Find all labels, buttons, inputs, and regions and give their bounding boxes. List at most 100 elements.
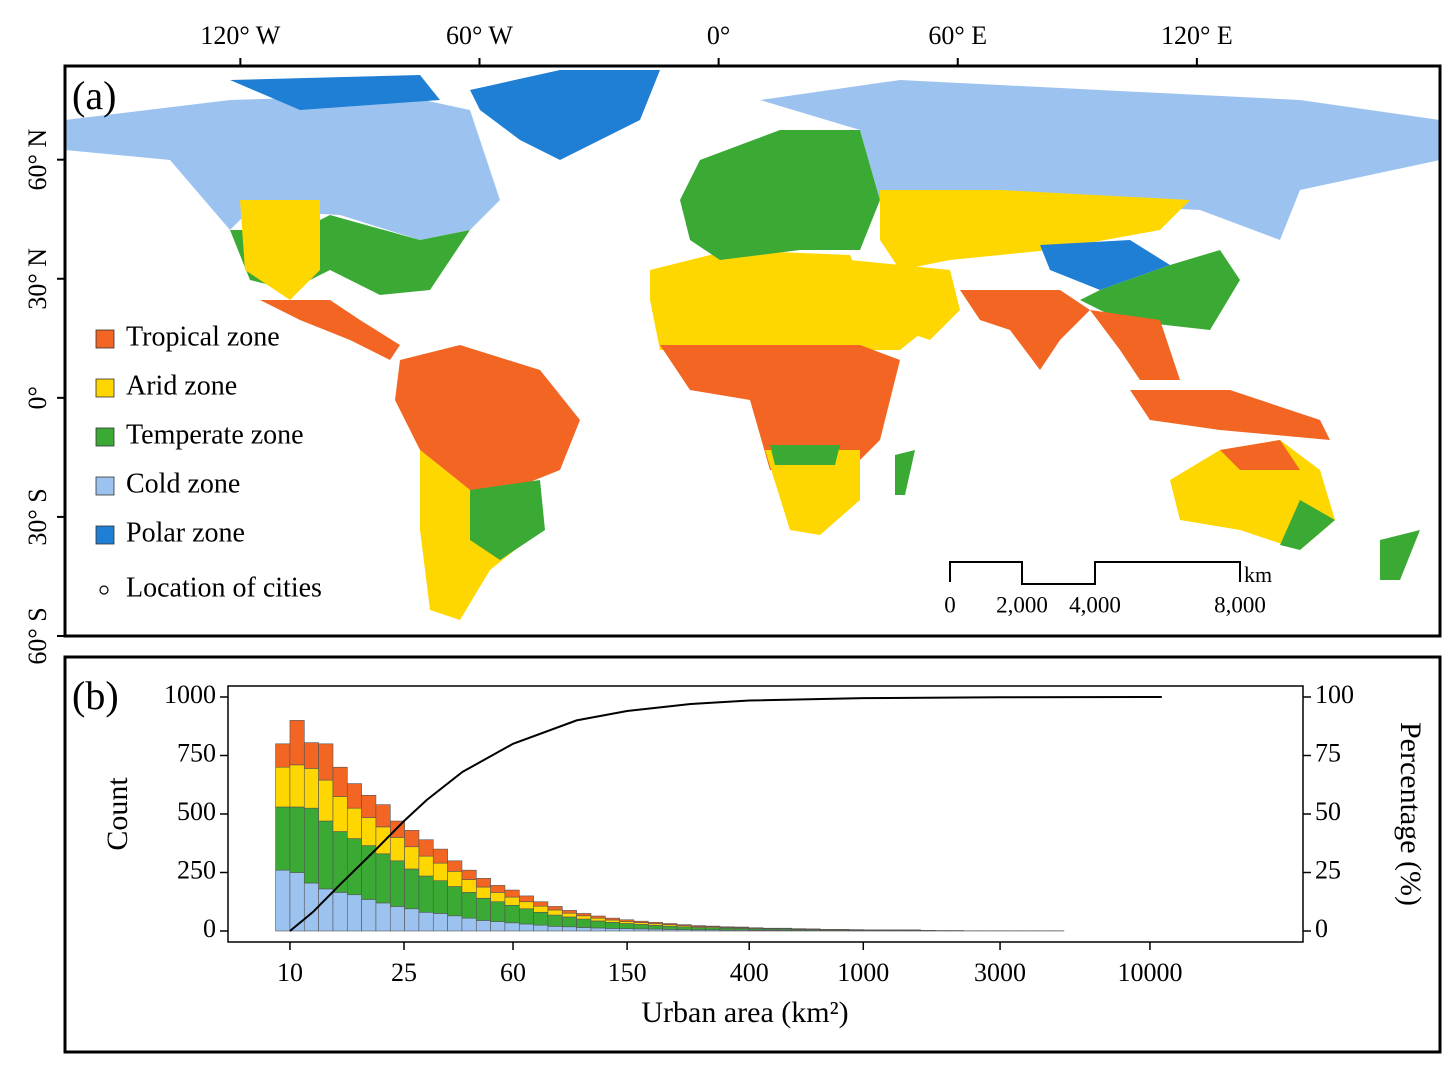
bar-segment	[318, 743, 334, 781]
scale-bar	[949, 561, 1241, 585]
land-polar	[230, 75, 440, 110]
bar-segment	[662, 925, 678, 930]
bar-segment	[303, 742, 319, 769]
bar-segment	[676, 924, 692, 926]
bar-segment	[547, 926, 563, 932]
bar-segment	[662, 923, 678, 925]
bar-segment	[490, 892, 506, 903]
bar-segment	[432, 848, 448, 864]
y-tick-label: 750	[177, 738, 216, 767]
bar-segment	[332, 796, 348, 832]
bar-segment	[619, 919, 635, 922]
bar-segment	[504, 896, 520, 906]
map-x-tick-label: 120° W	[200, 21, 280, 50]
x-tick-label: 1000	[837, 958, 889, 987]
land-temperate	[1280, 500, 1335, 550]
land-temperate	[680, 130, 880, 260]
bar-segment	[332, 892, 348, 932]
bar-segment	[418, 839, 434, 857]
bar-segment	[404, 908, 420, 932]
scale-label: 4,000	[1069, 592, 1121, 617]
land-temperate	[1080, 250, 1240, 330]
bar-segment	[590, 920, 606, 929]
bar-segment	[561, 926, 577, 932]
legend-swatch	[95, 525, 115, 545]
bar-segment	[418, 911, 434, 932]
land-tropical	[395, 345, 580, 490]
bar-segment	[289, 764, 305, 808]
bar-segment	[432, 880, 448, 914]
cumulative-line	[289, 695, 1162, 932]
land-tropical	[1130, 390, 1330, 440]
bar-segment	[490, 921, 506, 932]
bar-segment	[533, 905, 549, 913]
bar-segment	[705, 927, 721, 931]
bar-segment	[432, 913, 448, 932]
scale-unit: km	[1244, 562, 1272, 587]
y-tick-label: 250	[177, 855, 216, 884]
bar-segment	[547, 909, 563, 916]
bar-segment	[289, 720, 305, 766]
bar-segment	[518, 901, 534, 910]
legend-swatch	[95, 427, 115, 447]
bar-segment	[404, 830, 420, 848]
y2-tick-label: 25	[1315, 855, 1341, 884]
bar-segment	[576, 918, 592, 928]
bar-segment	[404, 868, 420, 910]
bar-segment	[604, 919, 620, 923]
y2-tick-label: 75	[1315, 738, 1341, 767]
bar-segment	[533, 924, 549, 932]
scale-label: 8,000	[1214, 592, 1266, 617]
bar-segment	[389, 906, 405, 932]
land-tropical	[1090, 310, 1180, 380]
y-tick-label: 0	[203, 914, 216, 943]
y-tick-label: 500	[177, 797, 216, 826]
bar-segment	[332, 766, 348, 797]
bar-segment	[318, 779, 334, 822]
x-tick-label: 10	[277, 958, 303, 987]
bar-segment	[375, 853, 391, 904]
bar-segment	[389, 860, 405, 907]
land-temperate	[770, 445, 840, 465]
legend-swatch	[95, 378, 115, 398]
bar-segment	[346, 783, 362, 809]
bar-segment	[547, 906, 563, 911]
bar-segment	[475, 886, 491, 899]
bar-segment	[447, 860, 463, 872]
bar-segment	[447, 871, 463, 887]
bar-segment	[518, 908, 534, 925]
legend-label: Arid zone	[126, 370, 237, 401]
land-arid	[880, 190, 1190, 270]
bar-segment	[733, 926, 749, 929]
bar-segment	[518, 923, 534, 932]
bar-segment	[590, 927, 606, 932]
bar-segment	[275, 743, 291, 768]
bar-segment	[432, 862, 448, 881]
bar-segment	[705, 925, 721, 928]
bar-segment	[647, 925, 663, 930]
map-y-tick-label: 0°	[23, 386, 52, 409]
bar-segment	[633, 920, 649, 923]
scale-label: 0	[944, 592, 956, 617]
map-y-tick-label: 60° S	[23, 607, 52, 664]
bar-segment	[647, 922, 663, 925]
panel-b-frame	[63, 655, 1442, 1054]
land-cold	[65, 95, 500, 240]
x-tick-label: 10000	[1117, 958, 1182, 987]
y2-tick-label: 50	[1315, 797, 1341, 826]
bar-segment	[361, 845, 377, 900]
bar-segment	[533, 901, 549, 907]
panel-label: (b)	[72, 673, 119, 718]
bar-segment	[275, 766, 291, 808]
bar-segment	[518, 895, 534, 903]
bar-segment	[389, 837, 405, 862]
bar-segment	[461, 892, 477, 919]
bar-segment	[318, 820, 334, 890]
y2-tick-label: 100	[1315, 680, 1354, 709]
bar-segment	[303, 807, 319, 884]
bar-segment	[361, 794, 377, 818]
y2-tick-label: 0	[1315, 914, 1328, 943]
legend-city-symbol	[99, 585, 109, 595]
bar-segment	[633, 924, 649, 930]
